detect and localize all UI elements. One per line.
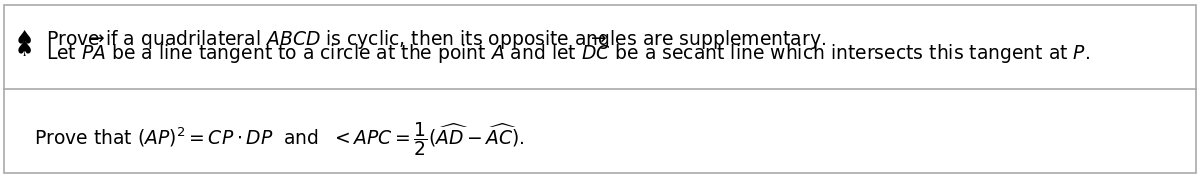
Text: Prove if a quadrilateral $ABCD$ is cyclic, then its opposite angles are suppleme: Prove if a quadrilateral $ABCD$ is cycli… <box>46 28 826 51</box>
Text: $\mathbf{\spadesuit}$: $\mathbf{\spadesuit}$ <box>14 39 32 60</box>
Text: Let $\overrightarrow{PA}$ be a line tangent to a circle at the point $A$ and let: Let $\overrightarrow{PA}$ be a line tang… <box>46 34 1090 66</box>
Text: Prove that $(AP)^2 = CP \cdot DP$  and  $<APC = \dfrac{1}{2}(\widehat{AD} - \wid: Prove that $(AP)^2 = CP \cdot DP$ and $<… <box>34 120 524 158</box>
Text: $\mathbf{\spadesuit}$: $\mathbf{\spadesuit}$ <box>14 29 32 50</box>
FancyBboxPatch shape <box>4 5 1196 173</box>
